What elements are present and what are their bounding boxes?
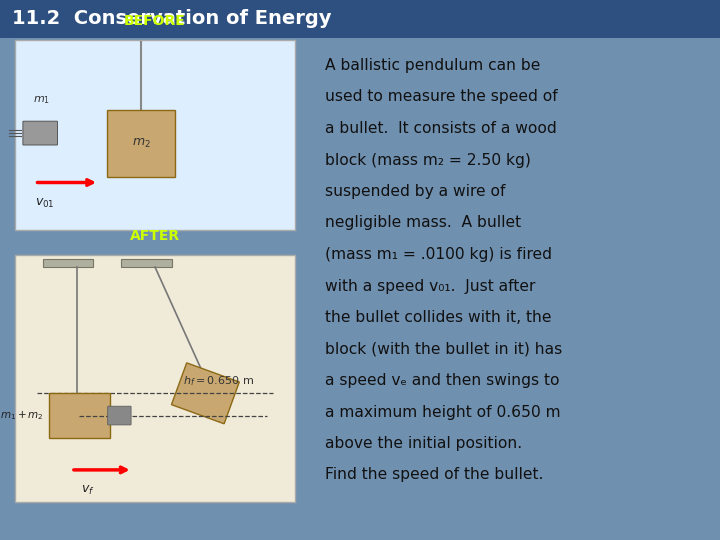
- Text: $m_2$: $m_2$: [132, 137, 150, 150]
- Text: the bullet collides with it, the: the bullet collides with it, the: [325, 310, 552, 325]
- Text: a speed vₑ and then swings to: a speed vₑ and then swings to: [325, 373, 559, 388]
- Bar: [0, 0, 720, 38]
- Text: with a speed v₀₁.  Just after: with a speed v₀₁. Just after: [325, 279, 536, 294]
- Text: BEFORE: BEFORE: [124, 14, 186, 28]
- Text: block (mass m₂ = 2.50 kg): block (mass m₂ = 2.50 kg): [325, 152, 531, 167]
- Bar: [43, 259, 94, 267]
- Text: a bullet.  It consists of a wood: a bullet. It consists of a wood: [325, 121, 557, 136]
- Text: a maximum height of 0.650 m: a maximum height of 0.650 m: [325, 404, 561, 420]
- Text: above the initial position.: above the initial position.: [325, 436, 522, 451]
- Bar: [122, 259, 172, 267]
- Text: $h_f = 0.650$ m: $h_f = 0.650$ m: [183, 375, 254, 388]
- Text: $m_1$: $m_1$: [33, 94, 50, 106]
- Text: (mass m₁ = .0100 kg) is fired: (mass m₁ = .0100 kg) is fired: [325, 247, 552, 262]
- Text: $v_{01}$: $v_{01}$: [35, 197, 54, 210]
- Text: AFTER: AFTER: [130, 229, 180, 243]
- Bar: [107, 110, 175, 177]
- Text: block (with the bullet in it) has: block (with the bullet in it) has: [325, 341, 562, 356]
- FancyBboxPatch shape: [108, 406, 131, 425]
- Bar: [15, 40, 295, 230]
- Text: negligible mass.  A bullet: negligible mass. A bullet: [325, 215, 521, 231]
- Bar: [171, 363, 239, 424]
- Bar: [49, 393, 110, 438]
- Text: used to measure the speed of: used to measure the speed of: [325, 90, 558, 105]
- Text: A ballistic pendulum can be: A ballistic pendulum can be: [325, 58, 541, 73]
- Text: $v_f$: $v_f$: [81, 484, 94, 497]
- Text: Find the speed of the bullet.: Find the speed of the bullet.: [325, 468, 544, 483]
- Text: 11.2  Conservation of Energy: 11.2 Conservation of Energy: [12, 10, 331, 29]
- FancyBboxPatch shape: [23, 121, 58, 145]
- Text: $m_1 + m_2$: $m_1 + m_2$: [0, 409, 44, 422]
- Text: suspended by a wire of: suspended by a wire of: [325, 184, 505, 199]
- Bar: [15, 255, 295, 502]
